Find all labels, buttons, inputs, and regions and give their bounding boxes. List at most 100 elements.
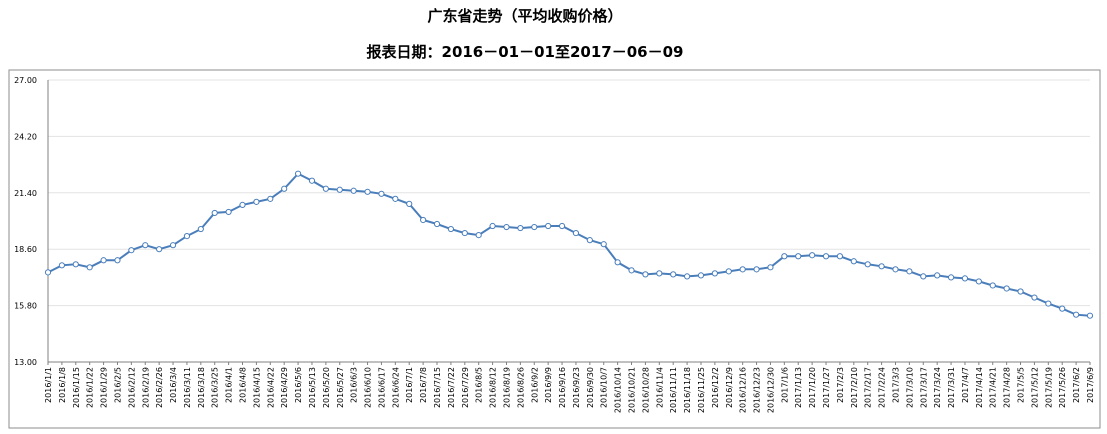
data-point xyxy=(322,185,329,192)
x-tick-label: 2017/3/17 xyxy=(919,367,928,408)
data-point xyxy=(781,253,788,260)
x-tick-label: 2016/3/4 xyxy=(169,367,178,403)
data-point xyxy=(975,278,982,285)
x-tick-label: 2016/11/25 xyxy=(697,367,706,413)
data-point xyxy=(489,222,496,230)
data-point xyxy=(475,232,482,239)
data-point xyxy=(836,253,844,260)
y-tick-label: 21.40 xyxy=(14,189,37,198)
x-tick-label: 2016/9/16 xyxy=(558,367,567,408)
x-tick-label: 2016/12/23 xyxy=(753,367,762,413)
data-point xyxy=(378,190,385,197)
data-point xyxy=(406,200,413,207)
data-point xyxy=(100,257,107,264)
data-point xyxy=(86,264,93,271)
x-tick-label: 2016/9/23 xyxy=(572,367,581,408)
data-point xyxy=(989,282,996,289)
x-tick-label: 2016/4/15 xyxy=(252,367,261,408)
x-tick-label: 2016/11/11 xyxy=(669,367,678,413)
x-tick-label: 2017/6/9 xyxy=(1086,367,1095,403)
x-tick-label: 2016/6/3 xyxy=(350,367,359,403)
data-point xyxy=(531,223,538,231)
x-tick-label: 2016/4/22 xyxy=(266,367,275,408)
x-tick-label: 2016/1/22 xyxy=(86,367,95,408)
data-point xyxy=(128,247,135,254)
data-point xyxy=(1059,305,1066,312)
data-point xyxy=(572,229,580,237)
data-point xyxy=(392,195,399,202)
data-point xyxy=(1003,285,1010,292)
x-tick-label: 2016/12/30 xyxy=(766,367,775,413)
x-tick-label: 2017/1/20 xyxy=(808,367,817,408)
data-point xyxy=(614,259,621,266)
data-point xyxy=(920,273,927,280)
data-point xyxy=(447,225,455,233)
x-tick-label: 2017/1/6 xyxy=(780,367,789,403)
x-tick-label: 2017/3/24 xyxy=(933,367,942,408)
data-point xyxy=(600,241,607,248)
x-tick-label: 2016/1/1 xyxy=(44,367,53,403)
data-point xyxy=(809,252,816,259)
data-point xyxy=(364,188,371,195)
x-tick-label: 2016/11/4 xyxy=(655,367,664,408)
x-tick-label: 2016/6/24 xyxy=(391,367,400,408)
data-point xyxy=(114,257,121,264)
x-tick-label: 2017/5/19 xyxy=(1044,367,1053,408)
data-point xyxy=(670,271,677,278)
x-tick-label: 2016/1/8 xyxy=(58,367,67,403)
data-point xyxy=(711,270,718,277)
data-point xyxy=(72,261,79,268)
x-tick-label: 2016/10/28 xyxy=(641,367,650,413)
x-tick-label: 2017/4/21 xyxy=(989,367,998,408)
y-axis: 13.00 15.80 18.60 21.40 24.20 27.00 xyxy=(14,76,49,367)
x-tick-label: 2017/3/10 xyxy=(905,367,914,408)
data-point xyxy=(294,170,302,177)
data-point xyxy=(753,266,760,273)
x-tick-label: 2016/1/29 xyxy=(100,367,109,408)
x-tick-label: 2016/4/8 xyxy=(239,367,248,403)
x-tick-label: 2016/10/7 xyxy=(600,367,609,408)
data-point xyxy=(1031,294,1038,301)
x-tick-label: 2016/5/13 xyxy=(308,367,317,408)
price-series xyxy=(44,170,1094,319)
x-tick-label: 2016/1/15 xyxy=(72,367,81,408)
x-tick-label: 2017/2/3 xyxy=(836,367,845,403)
x-tick-label: 2016/5/20 xyxy=(322,367,331,408)
x-tick-label: 2016/10/21 xyxy=(628,367,637,413)
data-point xyxy=(558,222,566,230)
x-tick-label: 2017/4/28 xyxy=(1003,367,1012,408)
x-tick-label: 2017/5/26 xyxy=(1058,367,1067,408)
x-tick-label: 2016/3/11 xyxy=(183,367,192,408)
x-tick-label: 2016/7/22 xyxy=(447,367,456,408)
x-tick-label: 2016/7/29 xyxy=(461,367,470,408)
x-tick-label: 2016/7/15 xyxy=(433,367,442,408)
data-point xyxy=(628,267,635,274)
data-point xyxy=(197,225,204,233)
data-point xyxy=(169,242,177,249)
x-tick-label: 2016/8/19 xyxy=(502,367,511,408)
x-tick-label: 2016/8/26 xyxy=(516,367,525,408)
x-tick-label: 2017/4/14 xyxy=(975,367,984,408)
data-point xyxy=(433,220,441,228)
x-tick-label: 2016/2/26 xyxy=(155,367,164,408)
data-point xyxy=(142,242,149,249)
x-tick-label: 2016/6/10 xyxy=(364,367,373,408)
x-tick-label: 2017/5/12 xyxy=(1030,367,1039,408)
x-axis: 2016/1/1 2016/1/8 2016/1/15 2016/1/22 2016/1… xyxy=(44,362,1095,413)
x-tick-label: 2016/5/27 xyxy=(336,367,345,408)
x-tick-label: 2016/3/25 xyxy=(211,367,220,408)
data-point xyxy=(822,253,830,260)
x-tick-label: 2016/9/30 xyxy=(586,367,595,408)
data-point xyxy=(58,262,65,269)
data-point xyxy=(1045,300,1052,307)
x-tick-label: 2016/7/8 xyxy=(419,367,428,403)
data-point xyxy=(642,271,649,278)
data-point xyxy=(183,233,191,240)
data-point xyxy=(767,264,774,271)
x-tick-label: 2017/2/17 xyxy=(864,367,873,408)
data-point xyxy=(1086,312,1094,319)
y-tick-label: 15.80 xyxy=(14,302,37,311)
x-tick-label: 2016/11/18 xyxy=(683,367,692,413)
x-tick-label: 2016/7/1 xyxy=(405,367,414,403)
